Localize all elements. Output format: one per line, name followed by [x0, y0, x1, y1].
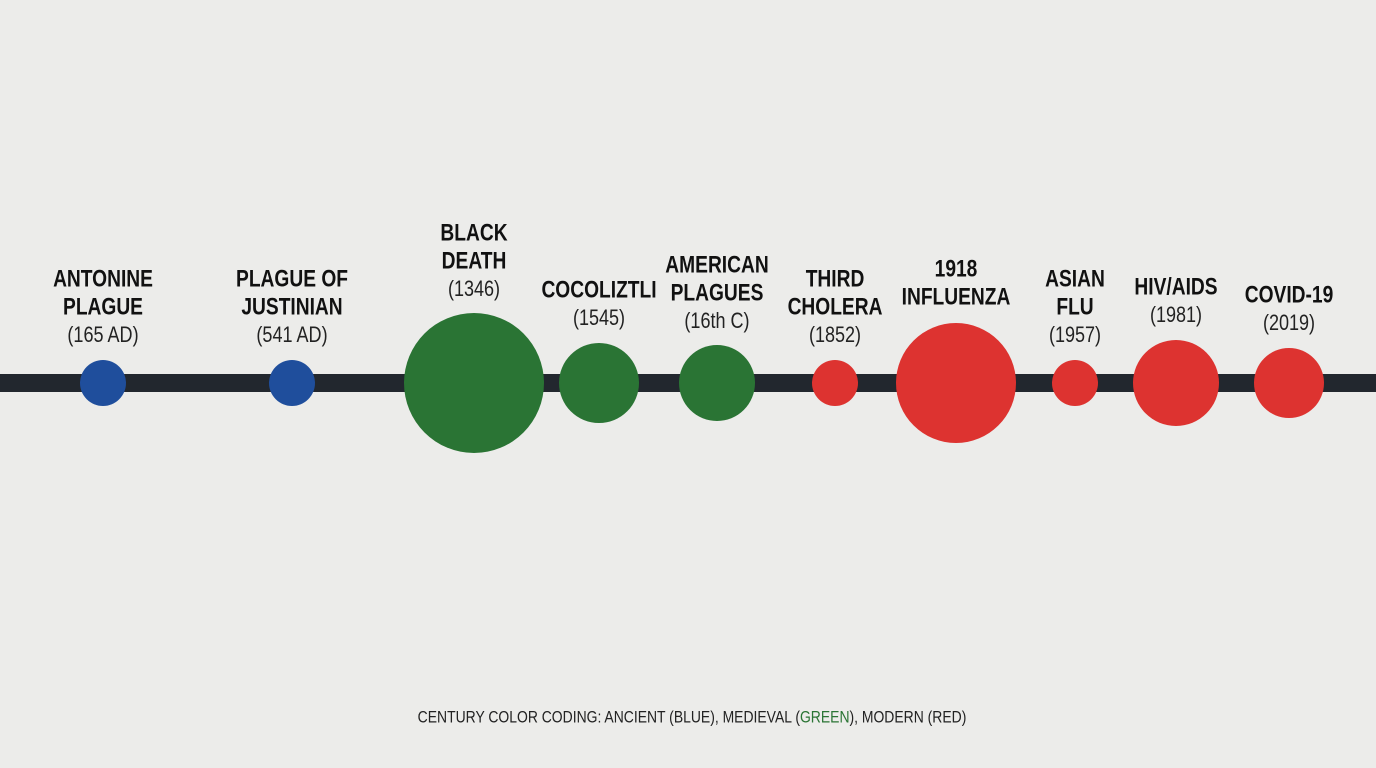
event-title: AMERICAN	[665, 250, 768, 278]
event-date: (541 AD)	[256, 323, 327, 347]
event-title: HIV/AIDS	[1134, 272, 1217, 300]
event-marker	[559, 343, 639, 423]
event-marker	[812, 360, 858, 406]
legend: CENTURY COLOR CODING: ANCIENT (BLUE), ME…	[418, 708, 967, 727]
event-title: ASIAN	[1045, 264, 1105, 292]
event-title: PLAGUE OF	[236, 264, 348, 292]
legend-part: ), MODERN (RED)	[850, 708, 967, 727]
event-title: CHOLERA	[788, 292, 883, 320]
event-title: THIRD	[806, 264, 865, 292]
legend-part: CENTURY COLOR CODING: ANCIENT (BLUE), ME…	[418, 708, 801, 727]
event-title: 1918	[935, 254, 978, 282]
event-date: (1346)	[448, 277, 500, 301]
event-title: BLACK	[440, 218, 507, 246]
event-date: (1981)	[1150, 303, 1202, 327]
event-title: COVID-19	[1245, 280, 1334, 308]
event-marker	[1254, 348, 1324, 418]
event-date: (16th C)	[684, 309, 749, 333]
event-marker	[1133, 340, 1219, 426]
event-marker	[269, 360, 315, 406]
event-marker	[896, 323, 1016, 443]
event-title: PLAGUES	[671, 278, 764, 306]
event-date: (1852)	[809, 323, 861, 347]
event-title: PLAGUE	[63, 292, 143, 320]
event-marker	[1052, 360, 1098, 406]
timeline-event: HIV/AIDS (1981)	[1133, 272, 1219, 426]
event-title: JUSTINIAN	[241, 292, 342, 320]
timeline-event: COCOLIZTLI (1545)	[541, 275, 657, 423]
event-title: COCOLIZTLI	[541, 275, 656, 303]
event-marker	[80, 360, 126, 406]
timeline-event: COVID-19 (2019)	[1245, 280, 1334, 418]
event-date: (1957)	[1049, 323, 1101, 347]
event-title: ANTONINE	[53, 264, 153, 292]
event-date: (2019)	[1263, 311, 1315, 335]
event-title: INFLUENZA	[902, 282, 1011, 310]
event-title: FLU	[1056, 292, 1093, 320]
event-date: (165 AD)	[67, 323, 138, 347]
event-title: DEATH	[442, 246, 507, 274]
event-marker	[404, 313, 544, 453]
event-marker	[679, 345, 755, 421]
legend-part: GREEN	[800, 708, 850, 727]
event-date: (1545)	[573, 306, 625, 330]
